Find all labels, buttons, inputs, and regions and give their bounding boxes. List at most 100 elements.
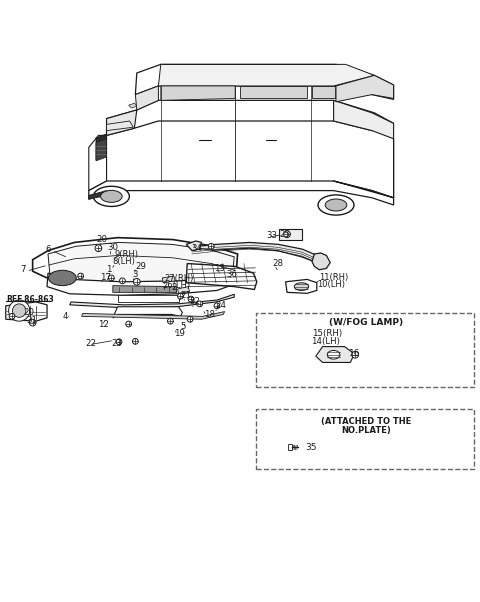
Polygon shape [96,138,107,161]
Text: 22: 22 [85,339,96,348]
Ellipse shape [48,270,76,285]
Circle shape [187,317,193,322]
Text: 10(LH): 10(LH) [317,280,345,289]
Text: 16: 16 [348,349,360,358]
Text: 4: 4 [62,312,68,321]
Text: 34: 34 [191,244,202,253]
Bar [279,229,302,240]
Polygon shape [89,191,107,199]
Text: 24: 24 [215,301,226,310]
Polygon shape [158,64,374,86]
Polygon shape [316,347,354,362]
Ellipse shape [93,186,130,206]
Polygon shape [312,86,335,99]
Circle shape [168,318,173,324]
Polygon shape [129,103,137,108]
Polygon shape [107,101,394,135]
Polygon shape [107,110,137,135]
Circle shape [12,304,26,317]
Polygon shape [336,75,394,102]
Circle shape [197,301,203,307]
Text: 30: 30 [108,243,119,252]
Polygon shape [70,294,234,308]
Circle shape [188,296,194,302]
Text: 13: 13 [214,264,225,273]
Polygon shape [48,243,234,283]
Polygon shape [135,86,158,110]
Text: 32: 32 [190,297,201,306]
Circle shape [95,245,102,252]
Text: (ATTACHED TO THE: (ATTACHED TO THE [321,417,411,426]
Text: 14(LH): 14(LH) [311,337,340,346]
Text: 23: 23 [111,339,122,348]
Text: 15(RH): 15(RH) [312,329,342,338]
Circle shape [214,303,220,309]
Circle shape [9,314,15,319]
Polygon shape [118,295,179,302]
Polygon shape [107,121,133,131]
Text: 9(RH): 9(RH) [114,250,138,259]
Polygon shape [33,238,238,287]
Text: 27(RH): 27(RH) [164,275,193,284]
Polygon shape [82,312,225,319]
Polygon shape [161,86,235,101]
Text: 7: 7 [20,265,25,275]
Text: 17: 17 [100,273,111,282]
Circle shape [78,273,84,279]
Text: 3: 3 [132,270,137,279]
Polygon shape [89,181,394,205]
Polygon shape [240,86,307,99]
Polygon shape [190,243,321,262]
Circle shape [133,279,140,285]
Polygon shape [334,101,394,198]
Ellipse shape [318,195,354,215]
Polygon shape [178,287,190,293]
Polygon shape [113,307,182,318]
Ellipse shape [327,350,340,359]
Text: 25: 25 [279,230,290,239]
Circle shape [108,275,114,281]
Text: 5: 5 [180,323,185,332]
Text: 33: 33 [266,231,277,240]
Text: 20: 20 [96,235,107,244]
Polygon shape [135,64,394,99]
Polygon shape [312,253,330,270]
Text: 19: 19 [174,329,185,338]
Text: 26(LH): 26(LH) [162,281,191,290]
Circle shape [208,243,214,249]
Circle shape [284,231,290,238]
Text: 1: 1 [106,265,111,274]
Text: 31: 31 [27,315,38,324]
FancyBboxPatch shape [256,313,474,388]
Polygon shape [89,135,107,191]
Polygon shape [186,264,257,290]
Circle shape [29,319,36,326]
Polygon shape [286,279,317,293]
Text: 21: 21 [180,291,192,300]
Text: NO.PLATE): NO.PLATE) [341,426,391,435]
Text: 28: 28 [273,259,284,268]
Ellipse shape [294,283,309,290]
Circle shape [9,300,30,321]
FancyBboxPatch shape [256,409,474,469]
Text: 8(LH): 8(LH) [112,257,135,266]
Text: 35: 35 [305,443,316,452]
Circle shape [132,338,138,344]
Polygon shape [6,302,47,321]
Circle shape [116,339,122,345]
Circle shape [126,321,132,327]
Text: 2: 2 [172,283,177,292]
Polygon shape [162,276,175,283]
Polygon shape [96,134,107,160]
Circle shape [178,293,183,299]
Polygon shape [47,273,234,295]
Text: REF.86-863: REF.86-863 [6,294,53,303]
Text: 6: 6 [45,244,50,253]
Text: (W/FOG LAMP): (W/FOG LAMP) [329,318,403,327]
Polygon shape [186,241,202,250]
Text: 29: 29 [135,262,146,271]
Ellipse shape [101,190,122,202]
Ellipse shape [325,199,347,211]
Text: 36: 36 [227,270,238,279]
Text: 12: 12 [98,320,109,329]
